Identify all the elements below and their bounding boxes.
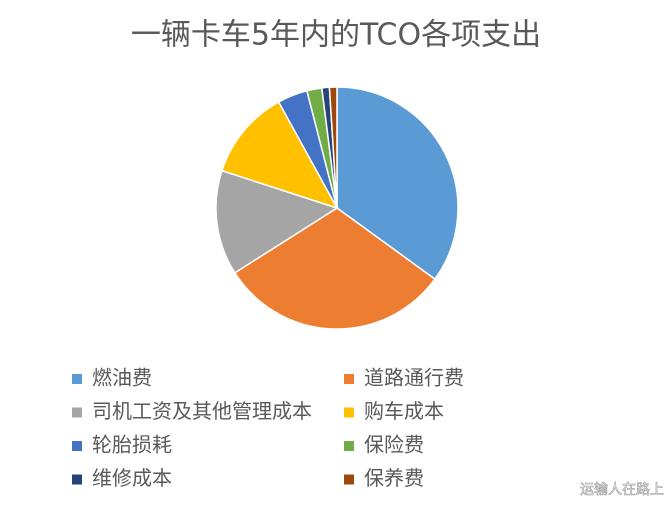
- legend-swatch: [344, 407, 354, 418]
- legend-label: 购车成本: [364, 399, 444, 423]
- legend-label: 轮胎损耗: [92, 433, 172, 457]
- legend-swatch: [344, 474, 354, 485]
- legend-swatch: [72, 474, 82, 485]
- legend-swatch: [72, 407, 82, 418]
- legend-label: 燃油费: [92, 366, 152, 390]
- chart-title: 一辆卡车5年内的TCO各项支出: [131, 18, 541, 53]
- legend-swatch: [344, 374, 354, 384]
- legend-label: 维修成本: [92, 466, 172, 490]
- legend-label: 保养费: [364, 466, 424, 490]
- pie-slice: [215, 169, 339, 274]
- pie-slice: [220, 100, 339, 210]
- legend-label: 道路通行费: [364, 366, 464, 390]
- legend-label: 保险费: [364, 433, 424, 457]
- legend-swatch: [72, 374, 82, 384]
- legend-swatch: [344, 441, 354, 451]
- pie-slice: [336, 86, 459, 281]
- watermark: 运输人在路上: [580, 482, 664, 498]
- pie-slice: [328, 86, 338, 209]
- legend-label: 司机工资及其他管理成本: [92, 399, 312, 423]
- legend-swatch: [72, 441, 82, 451]
- pie-slice: [233, 207, 436, 330]
